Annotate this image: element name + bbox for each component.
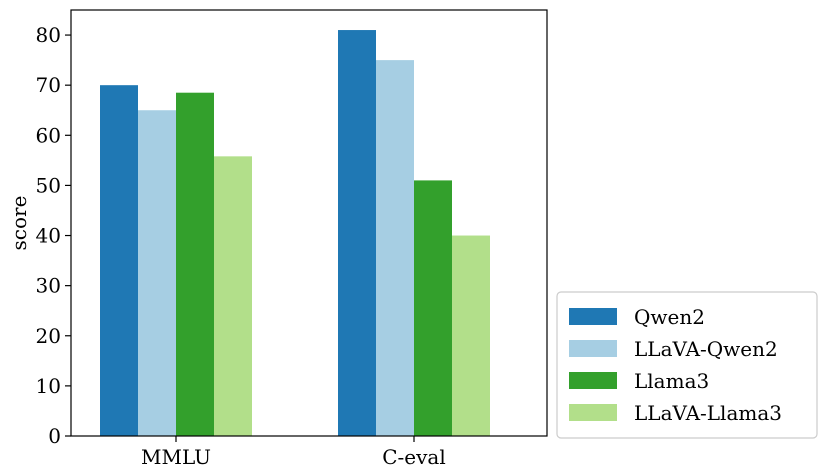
- y-tick-label: 80: [36, 23, 61, 47]
- legend: Qwen2 LLaVA-Qwen2 Llama3 LLaVA-Llama3: [556, 291, 818, 439]
- y-tick-label: 50: [36, 173, 61, 197]
- legend-swatch-llama3: [569, 372, 617, 389]
- y-axis-label: score: [7, 196, 31, 251]
- legend-swatch-qwen2: [569, 308, 617, 325]
- bar-qwen2-mmlu: [100, 85, 138, 437]
- bar-llava-qwen2-mmlu: [138, 110, 176, 436]
- bar-llama3-mmlu: [176, 92, 214, 436]
- legend-label-llava-llama3: LLaVA-Llama3: [634, 401, 782, 425]
- y-tick-label: 60: [36, 123, 61, 147]
- legend-label-qwen2: Qwen2: [634, 305, 705, 329]
- legend-box: [556, 291, 818, 439]
- x-tick-label-c-eval: C-eval: [382, 445, 446, 465]
- legend-swatch-llava-llama3: [569, 404, 617, 421]
- legend-label-llama3: Llama3: [634, 369, 709, 393]
- y-tick-label: 30: [36, 274, 61, 298]
- bar-llava-llama3-mmlu: [214, 156, 252, 436]
- y-tick-label: 40: [36, 224, 61, 248]
- plot-frame: [70, 9, 548, 437]
- x-axis: MMLU C-eval: [141, 436, 446, 465]
- y-axis: 0 10 20 30 40 50 60 70 80: [36, 23, 71, 448]
- y-tick-label: 20: [36, 324, 61, 348]
- bars-layer: [100, 30, 490, 437]
- y-tick-label: 10: [36, 374, 61, 398]
- bar-llama3-c-eval: [414, 180, 452, 436]
- x-tick-label-mmlu: MMLU: [141, 445, 211, 465]
- bar-llava-qwen2-c-eval: [376, 60, 414, 436]
- legend-swatch-llava-qwen2: [569, 340, 617, 357]
- bar-llava-llama3-c-eval: [452, 235, 490, 436]
- y-tick-label: 0: [48, 424, 61, 448]
- legend-label-llava-qwen2: LLaVA-Qwen2: [634, 337, 778, 361]
- y-tick-label: 70: [36, 73, 61, 97]
- bar-qwen2-c-eval: [338, 30, 376, 436]
